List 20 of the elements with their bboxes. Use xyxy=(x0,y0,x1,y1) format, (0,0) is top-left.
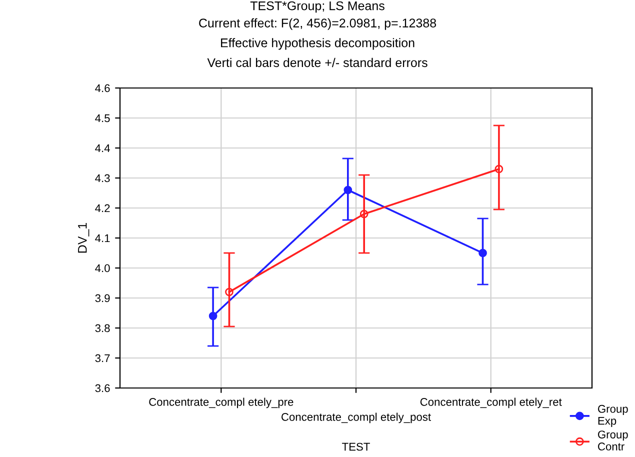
y-tick-label: 4.4 xyxy=(95,144,110,152)
y-tick-label: 3.9 xyxy=(95,294,110,302)
y-tick-label: 4.6 xyxy=(95,84,110,92)
legend-label: Group Contr xyxy=(598,430,628,450)
chart-title: TEST*Group; LS Means xyxy=(250,1,384,13)
y-tick-label: 3.7 xyxy=(95,354,110,362)
y-tick-label: 4.0 xyxy=(95,264,110,272)
y-tick-label: 3.8 xyxy=(95,324,110,332)
chart-subtitle: Current effect: F(2, 456)=2.0981, p=.12388 Effective hypothesis decomposition Verti cal bars denote +/- standard errors xyxy=(199,18,436,68)
y-tick-label: 4.3 xyxy=(95,174,110,182)
y-tick-label: 4.2 xyxy=(95,204,110,212)
x-axis-title: TEST xyxy=(342,442,370,451)
legend-label: Group Exp xyxy=(598,404,628,427)
x-tick-label: Concentrate_compl etely_ret xyxy=(420,398,562,408)
x-tick-label: Concentrate_compl etely_post xyxy=(282,412,431,424)
y-tick-label: 3.6 xyxy=(95,384,110,392)
y-tick-label: 4.5 xyxy=(95,114,110,122)
y-axis-title: DV_1 xyxy=(78,222,90,253)
x-tick-label: Concentrate_compl etely_pre xyxy=(149,398,294,408)
y-tick-label: 4.1 xyxy=(95,234,110,242)
